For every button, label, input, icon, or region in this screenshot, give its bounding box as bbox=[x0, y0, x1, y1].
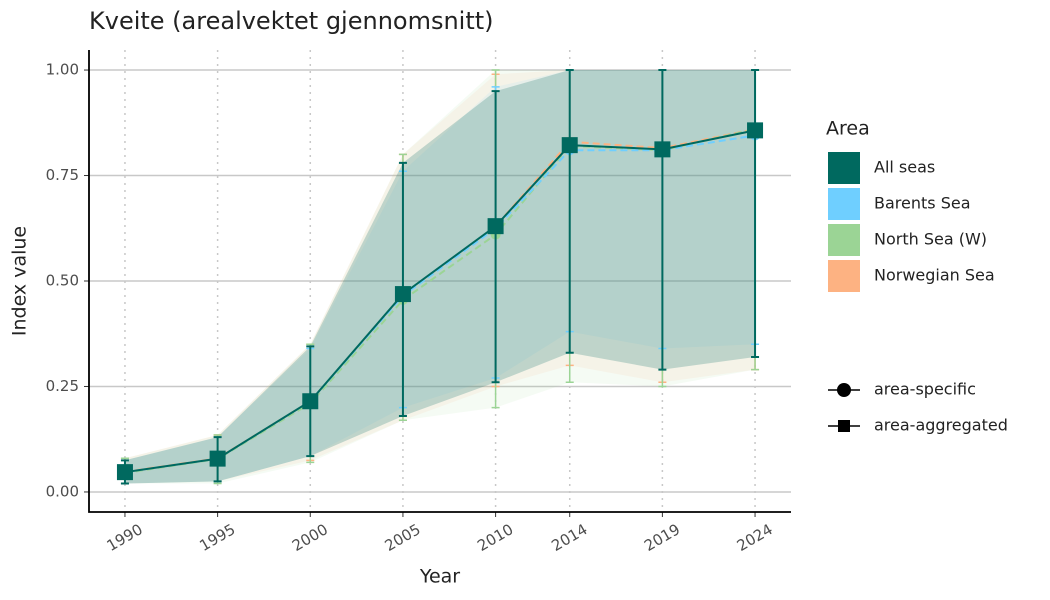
legend-label: area-aggregated bbox=[874, 416, 1008, 435]
point bbox=[654, 141, 671, 158]
point bbox=[302, 393, 319, 410]
point bbox=[116, 464, 133, 481]
legend-label: Norwegian Sea bbox=[874, 266, 995, 285]
error-bar bbox=[565, 69, 574, 354]
error-bar bbox=[658, 69, 667, 371]
legend-key-shape bbox=[838, 420, 850, 432]
ribbon bbox=[124, 70, 756, 484]
x-tick-label: 2010 bbox=[474, 520, 516, 555]
legend-label: Barents Sea bbox=[874, 194, 971, 213]
legend-swatch bbox=[828, 188, 860, 220]
error-bar bbox=[751, 69, 760, 358]
legend-title: Area bbox=[826, 118, 870, 140]
legend-swatch bbox=[828, 152, 860, 184]
axis-line bbox=[88, 50, 791, 513]
y-tick-label: 0.75 bbox=[46, 166, 79, 184]
chart-title: Kveite (arealvektet gjennomsnitt) bbox=[89, 7, 494, 35]
x-tick-label: 2019 bbox=[641, 520, 683, 555]
legend-label: area-specific bbox=[874, 380, 976, 399]
y-tick-label: 1.00 bbox=[46, 61, 79, 79]
legend-swatch bbox=[828, 224, 860, 256]
legend-label: North Sea (W) bbox=[874, 230, 987, 249]
ribbon bbox=[124, 70, 756, 484]
x-tick-label: 2005 bbox=[382, 520, 424, 555]
x-tick-label: 1995 bbox=[196, 520, 238, 555]
point bbox=[561, 137, 578, 154]
x-tick-label: 2024 bbox=[734, 520, 776, 555]
y-tick-label: 0.00 bbox=[46, 482, 79, 500]
point bbox=[209, 450, 226, 467]
error-bar bbox=[491, 90, 500, 384]
legend-label: All seas bbox=[874, 158, 935, 177]
point bbox=[394, 286, 411, 303]
ribbon bbox=[124, 70, 756, 484]
point bbox=[487, 218, 504, 235]
series-line bbox=[124, 129, 756, 474]
point bbox=[747, 122, 764, 139]
x-tick-label: 2014 bbox=[548, 520, 590, 555]
x-axis-label: Year bbox=[419, 566, 460, 588]
y-tick-label: 0.25 bbox=[46, 377, 79, 395]
ribbon bbox=[124, 70, 756, 484]
legend-swatch bbox=[828, 260, 860, 292]
y-tick-label: 0.50 bbox=[46, 272, 79, 290]
y-axis-label: Index value bbox=[9, 226, 31, 336]
legend-key-shape bbox=[837, 383, 851, 397]
x-tick-label: 1990 bbox=[104, 520, 146, 555]
x-tick-label: 2000 bbox=[289, 520, 331, 555]
